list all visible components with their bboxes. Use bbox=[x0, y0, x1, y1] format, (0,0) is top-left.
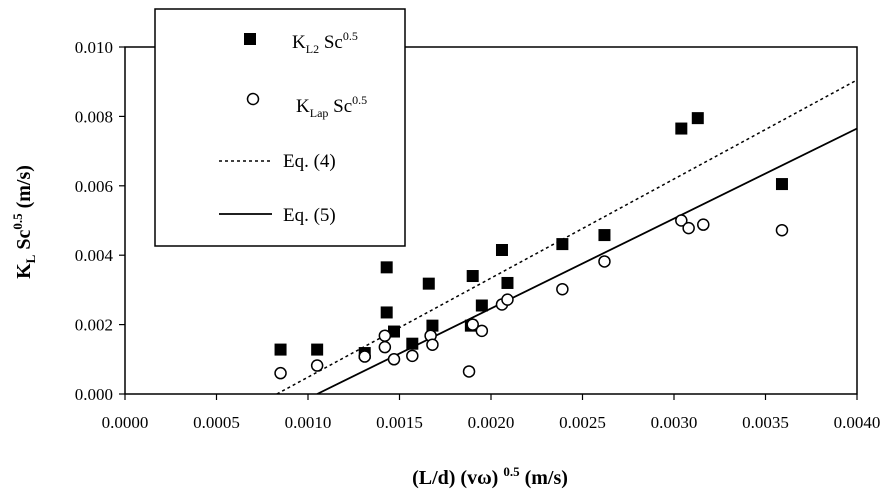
fit-lines bbox=[276, 79, 857, 394]
klap-point bbox=[697, 218, 710, 231]
klap-point bbox=[378, 340, 392, 354]
legend: KL2 Sc0.5 KLap Sc0.5 Eq. (4) Eq. (5) bbox=[154, 8, 406, 247]
kl2-point bbox=[388, 325, 401, 338]
kl2-point bbox=[775, 178, 788, 191]
klap-point bbox=[406, 349, 419, 363]
klap-point bbox=[387, 353, 401, 366]
kl2-point bbox=[691, 112, 704, 125]
kl2-point bbox=[426, 319, 439, 332]
y-axis-label: KL Sc0.5 (m/s) bbox=[10, 165, 38, 279]
klap-point bbox=[358, 350, 371, 363]
x-tick-label: 0.0035 bbox=[742, 413, 789, 432]
klap-point bbox=[775, 223, 789, 237]
kl2-point bbox=[406, 337, 419, 350]
x-tick-label: 0.0000 bbox=[102, 413, 149, 432]
y-tick-label: 0.004 bbox=[75, 246, 114, 265]
klap-point bbox=[378, 329, 392, 342]
data-markers bbox=[274, 112, 789, 380]
x-tick-label: 0.0025 bbox=[559, 413, 606, 432]
kl2-point bbox=[675, 122, 688, 135]
kl2-point bbox=[466, 270, 479, 283]
y-axis: 0.000 0.002 0.004 0.006 0.008 0.010 bbox=[75, 38, 125, 404]
legend-label-klap: KLap Sc0.5 bbox=[296, 93, 367, 120]
kl2-point bbox=[598, 229, 611, 242]
legend-label-eq5: Eq. (5) bbox=[283, 205, 336, 226]
x-tick-label: 0.0005 bbox=[193, 413, 240, 432]
y-tick-label: 0.006 bbox=[75, 177, 113, 196]
kl2-point bbox=[556, 238, 569, 251]
kl2-point bbox=[380, 306, 393, 319]
kl2-point bbox=[380, 261, 393, 274]
klap-point bbox=[556, 282, 569, 296]
x-tick-label: 0.0015 bbox=[376, 413, 423, 432]
legend-label-eq4: Eq. (4) bbox=[283, 151, 336, 172]
klap-point bbox=[426, 338, 439, 351]
eq5-line bbox=[316, 127, 857, 394]
klap-point bbox=[475, 324, 489, 338]
klap-point bbox=[274, 366, 287, 380]
klap-point bbox=[682, 221, 695, 235]
x-tick-label: 0.0010 bbox=[285, 413, 332, 432]
klap-point bbox=[462, 365, 476, 378]
x-tick-label: 0.0040 bbox=[834, 413, 881, 432]
eq4-line bbox=[276, 79, 857, 394]
y-tick-label: 0.002 bbox=[75, 316, 113, 335]
legend-marker-klap bbox=[246, 92, 260, 106]
legend-marker-kl2 bbox=[244, 33, 256, 45]
kl2-point bbox=[274, 343, 287, 356]
klap-point bbox=[310, 359, 324, 372]
kl2-point bbox=[422, 277, 435, 290]
kl2-point bbox=[475, 299, 488, 312]
kl2-point bbox=[311, 343, 324, 356]
kl2-point bbox=[495, 243, 508, 256]
x-tick-label: 0.0030 bbox=[651, 413, 698, 432]
y-tick-label: 0.010 bbox=[75, 38, 113, 57]
y-tick-label: 0.008 bbox=[75, 107, 113, 126]
x-tick-label: 0.0020 bbox=[468, 413, 515, 432]
y-tick-label: 0.000 bbox=[75, 385, 113, 404]
klap-point bbox=[598, 255, 611, 268]
klap-point bbox=[466, 318, 479, 331]
legend-label-kl2: KL2 Sc0.5 bbox=[292, 29, 358, 56]
x-axis-label: (L/d) (vω) 0.5 (m/s) bbox=[412, 464, 568, 489]
x-axis: 0.0000 0.0005 0.0010 0.0015 0.0020 0.0025 0.00… bbox=[102, 394, 881, 432]
kl2-point bbox=[501, 276, 514, 289]
klap-point bbox=[501, 293, 514, 306]
legend-box bbox=[154, 8, 406, 247]
klap-point bbox=[675, 214, 688, 227]
